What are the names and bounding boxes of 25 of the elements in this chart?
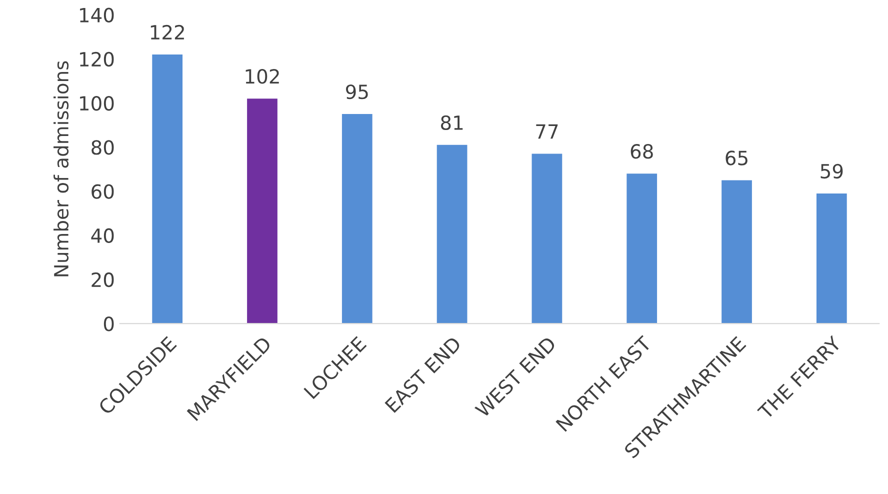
bar — [436, 144, 468, 324]
y-tick-label: 140 — [80, 8, 114, 22]
data-label: 77 — [536, 124, 558, 139]
data-label: 65 — [726, 150, 748, 166]
bar — [626, 174, 658, 324]
bar — [816, 193, 847, 324]
bar — [532, 154, 562, 324]
bar — [342, 114, 372, 324]
y-tick-label: 60 — [92, 184, 114, 199]
y-tick-label: 120 — [80, 52, 114, 67]
bar — [722, 180, 752, 324]
bar — [152, 54, 183, 324]
y-tick-label: 0 — [104, 316, 114, 332]
data-label: 122 — [150, 24, 184, 40]
data-label: 68 — [630, 144, 653, 159]
bar — [247, 98, 278, 324]
data-label: 59 — [820, 164, 843, 179]
y-tick-label: 100 — [80, 96, 114, 111]
y-tick-label: 20 — [92, 272, 114, 288]
y-tick-label: 80 — [92, 140, 114, 155]
y-axis-title: Number of admissions — [54, 61, 69, 276]
data-label: 102 — [246, 69, 279, 84]
data-label: 81 — [440, 115, 463, 130]
y-tick-label: 40 — [91, 228, 114, 244]
data-label: 95 — [346, 84, 368, 100]
